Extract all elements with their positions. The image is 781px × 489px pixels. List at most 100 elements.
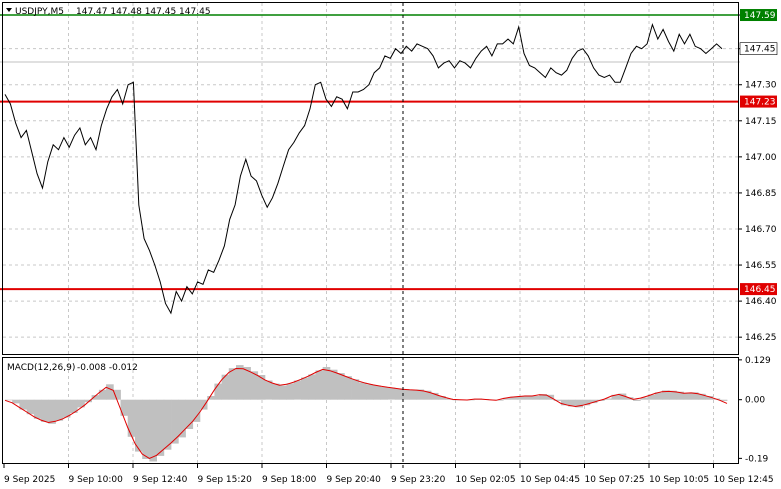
macd-histogram-bar	[19, 399, 27, 410]
level-label: 147.59	[744, 11, 776, 21]
macd-histogram-bar	[315, 370, 324, 400]
macd-histogram-bar	[640, 397, 648, 400]
macd-histogram-bar	[264, 380, 273, 400]
time-tick-label: 9 Sep 2025	[4, 475, 55, 485]
price-tick-label: 146.55	[745, 261, 777, 271]
macd-histogram-bar	[106, 384, 114, 400]
macd-histogram-bar	[402, 389, 410, 400]
price-tick-label: 146.25	[745, 333, 777, 343]
macd-histogram-bar	[286, 383, 295, 400]
macd-histogram-bar	[416, 389, 425, 400]
macd-histogram-bar	[221, 374, 230, 400]
macd-histogram-bar	[163, 399, 172, 450]
macd-histogram-bar	[705, 396, 713, 400]
macd-histogram-bar	[127, 399, 136, 437]
macd-histogram-bar	[5, 399, 13, 401]
macd-histogram-bar	[589, 399, 598, 404]
price-tick-label: 147.30	[745, 81, 777, 91]
macd-histogram-bar	[33, 399, 42, 419]
macd-histogram-bar	[207, 396, 215, 400]
macd-histogram-bar	[77, 399, 85, 408]
macd-histogram-bar	[431, 392, 439, 400]
macd-histogram-bar	[575, 399, 583, 408]
time-tick-label: 10 Sep 02:05	[456, 475, 516, 485]
level-label-box	[740, 9, 777, 22]
macd-histogram-bar	[250, 371, 259, 400]
macd-histogram-bar	[113, 389, 121, 400]
level-label: 146.45	[744, 285, 776, 295]
macd-histogram-bar	[698, 393, 706, 400]
macd-histogram-bar	[373, 385, 381, 400]
macd-histogram-bar	[582, 399, 591, 406]
macd-histogram-bar	[185, 399, 194, 429]
macd-histogram-bar	[380, 387, 388, 400]
macd-histogram-bar	[445, 398, 453, 400]
symbol-label: USDJPY,M5	[15, 7, 64, 17]
macd-histogram-bar	[62, 399, 71, 418]
macd-histogram-bar	[676, 391, 685, 400]
macd-histogram-bar	[344, 376, 352, 400]
macd-signal-line	[4, 367, 728, 459]
macd-histogram-bar	[142, 399, 150, 459]
price-tick-label: 146.70	[745, 225, 777, 235]
grid-lines	[3, 3, 738, 463]
macd-histogram-bar	[171, 399, 179, 444]
macd-histogram-bar	[192, 399, 201, 422]
price-tick-label: 146.85	[745, 189, 777, 199]
time-tick-label: 9 Sep 20:40	[327, 475, 382, 485]
macd-histogram-bar	[553, 399, 562, 401]
macd-histogram-bar	[633, 399, 641, 401]
time-tick-label: 10 Sep 04:45	[520, 475, 580, 485]
macd-histogram-bar	[568, 399, 576, 407]
macd-histogram-bar	[48, 399, 56, 424]
macd-histogram-bar	[98, 389, 107, 400]
macd-histogram-bar	[394, 388, 403, 400]
macd-histogram-bar	[618, 393, 627, 400]
macd-histogram-bar	[236, 365, 244, 400]
macd-histogram-bar	[301, 377, 309, 400]
macd-histogram-bar	[243, 367, 251, 400]
macd-histogram-bar	[337, 373, 345, 400]
macd-histogram-bar	[503, 397, 511, 400]
macd-axis: 0.129 0.00 -0.19	[738, 356, 771, 464]
macd-histogram-bar	[272, 383, 280, 400]
time-axis: 9 Sep 2025 9 Sep 10:00 9 Sep 12:40 9 Sep 15…	[3, 464, 774, 485]
price-tick-label: 146.40	[745, 297, 777, 307]
macd-histogram-bar	[387, 387, 396, 400]
macd-histogram-bar	[178, 399, 186, 438]
macd-histogram-bar	[560, 399, 569, 406]
price-tick-label: 147.00	[745, 153, 777, 163]
time-tick-label: 9 Sep 10:00	[69, 475, 124, 485]
macd-histogram-bar	[156, 399, 165, 456]
macd-histogram-bar	[662, 390, 670, 400]
macd-histogram-bar	[329, 369, 338, 400]
price-pane-frame	[2, 2, 739, 355]
current-price-label: 147.45	[744, 45, 776, 55]
macd-histogram-bar	[366, 384, 374, 400]
macd-pane-frame	[2, 357, 739, 464]
macd-histogram-bar	[611, 394, 620, 400]
price-tick-label: 147.15	[745, 117, 777, 127]
level-label-box	[740, 95, 777, 108]
macd-histogram-bar	[351, 379, 360, 400]
macd-histogram-bar	[279, 385, 287, 400]
macd-histogram	[5, 365, 728, 462]
macd-histogram-bar	[41, 399, 49, 422]
price-series-line	[4, 22, 723, 315]
macd-histogram-bar	[510, 396, 518, 400]
macd-histogram-bar	[683, 393, 692, 400]
time-tick-label: 9 Sep 23:20	[391, 475, 446, 485]
macd-histogram-bar	[214, 383, 222, 400]
macd-histogram-bar	[308, 374, 316, 400]
macd-histogram-bar	[604, 398, 612, 400]
level-label-box	[740, 283, 777, 296]
macd-histogram-bar	[719, 399, 728, 401]
macd-histogram-bar	[409, 389, 417, 400]
macd-histogram-bar	[257, 375, 266, 400]
level-label: 147.23	[744, 98, 776, 108]
time-tick-label: 10 Sep 12:45	[714, 475, 774, 485]
macd-histogram-bar	[55, 399, 64, 421]
triangle-down-icon[interactable]	[6, 8, 12, 12]
time-tick-label: 10 Sep 10:05	[649, 475, 709, 485]
